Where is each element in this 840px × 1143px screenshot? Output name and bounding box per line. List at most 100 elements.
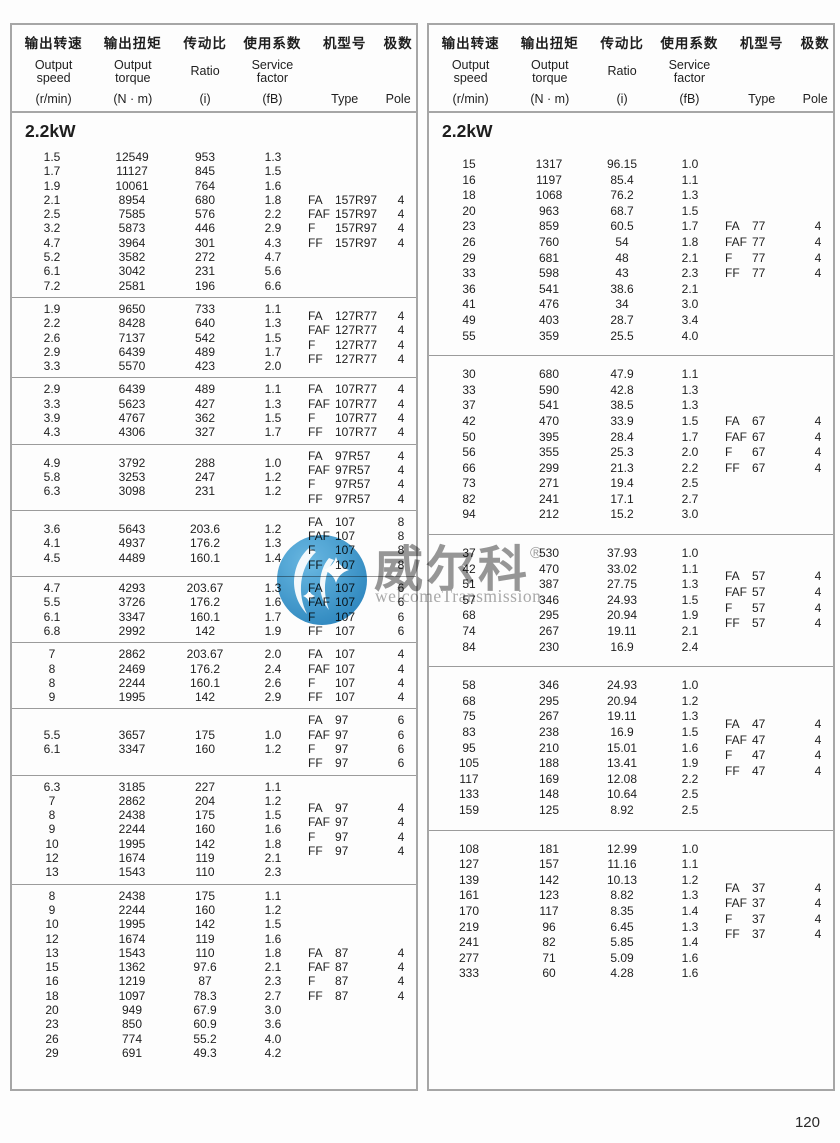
- output-torque-value: 2244: [118, 822, 146, 837]
- service-factor-value: 1.3: [681, 709, 699, 724]
- ratio-value: 301: [194, 235, 216, 250]
- spec-block: 15 1317 96.15 1.0 16 1197 85.4 1.1 18 1068 76.2 1.3…: [429, 146, 833, 355]
- service-factor-value: 1.8: [264, 945, 282, 960]
- type-row: FAF 67 4: [725, 430, 833, 446]
- service-factor-value: 2.4: [264, 661, 282, 676]
- ratio-value: 110: [195, 865, 215, 880]
- spec-block: 4.9 3792 288 1.0 5.8 3253 247 1.2 6.3 3098 231 1.2 F…: [12, 443, 416, 510]
- type-model: 107: [335, 595, 356, 610]
- type-column: FA 57 4 FAF 57 4 F 57 4 FF 57 4: [725, 569, 833, 631]
- table-body: 15 1317 96.15 1.0 16 1197 85.4 1.1 18 1068 76.2 1.3…: [429, 146, 833, 993]
- ratio-value: 15.2: [610, 507, 634, 522]
- output-torque-value: 71: [542, 950, 556, 965]
- output-torque-value: 2992: [118, 623, 146, 638]
- output-torque-value: 2244: [118, 902, 146, 917]
- pole-value: 4: [814, 460, 822, 475]
- header-label-zh: 极数: [383, 36, 413, 51]
- service-factor-value: 2.1: [681, 250, 699, 265]
- table-row: 66 299 21.3 2.2: [429, 461, 725, 477]
- table-row: 58 346 24.93 1.0: [429, 678, 725, 694]
- output-torque-value: 963: [538, 203, 560, 218]
- type-prefix: FF: [725, 460, 740, 475]
- service-factor-value: 1.9: [681, 608, 699, 623]
- output-torque-value: 3657: [118, 727, 146, 742]
- type-prefix: F: [308, 411, 316, 426]
- output-speed-value: 2.2: [43, 316, 61, 331]
- output-speed-value: 2.6: [43, 330, 61, 345]
- table-row: 23 850 60.9 3.6: [12, 1017, 308, 1031]
- service-factor-value: 1.3: [681, 188, 699, 203]
- table-row: 29 681 48 2.1: [429, 251, 725, 267]
- output-torque-value: 949: [121, 1003, 143, 1018]
- type-model: 107: [335, 661, 356, 676]
- ratio-value: 764: [194, 178, 216, 193]
- ratio-value: 427: [194, 396, 216, 411]
- table-row: 36 541 38.6 2.1: [429, 282, 725, 298]
- type-row: FA 157R97 4: [308, 193, 416, 207]
- type-model: 157R97: [335, 207, 378, 222]
- table-row: 5.5 3726 176.2 1.6: [12, 595, 308, 609]
- type-row: F 157R97 4: [308, 221, 416, 235]
- ratio-value: 60.9: [193, 1017, 217, 1032]
- service-factor-value: 1.3: [264, 536, 282, 551]
- ratio-value: 68.7: [610, 203, 634, 218]
- ratio-value: 42.8: [610, 382, 634, 397]
- table-row: 3.2 5873 446 2.9: [12, 221, 308, 235]
- output-torque-value: 590: [538, 382, 560, 397]
- output-torque-value: 355: [538, 445, 560, 460]
- type-row: FAF 47 4: [725, 733, 833, 749]
- service-factor-value: 1.5: [264, 330, 282, 345]
- type-model: 97R57: [335, 462, 371, 477]
- output-speed-value: 74: [462, 624, 476, 639]
- service-factor-value: 1.7: [264, 609, 282, 624]
- table-row: 42 470 33.9 1.5: [429, 414, 725, 430]
- output-speed-value: 6.3: [43, 779, 61, 794]
- type-prefix: F: [725, 600, 733, 615]
- output-speed-value: 29: [45, 1045, 59, 1060]
- service-factor-value: 1.5: [264, 164, 282, 179]
- header-unit: (i): [199, 92, 211, 106]
- spec-block: 4.7 4293 203.67 1.3 5.5 3726 176.2 1.6 6.1 3347 16…: [12, 576, 416, 642]
- spec-block: 2.9 6439 489 1.1 3.3 5623 427 1.3 3.9 4767 362 1.5 4…: [12, 377, 416, 443]
- type-row: F 97R57 4: [308, 477, 416, 491]
- table-row: 33 598 43 2.3: [429, 266, 725, 282]
- output-torque-value: 1995: [118, 836, 146, 851]
- service-factor-value: 1.0: [264, 455, 282, 470]
- service-factor-value: 1.2: [264, 484, 282, 499]
- ratio-value: 49.3: [193, 1045, 217, 1060]
- ratio-value: 5.85: [610, 935, 634, 950]
- output-torque-value: 598: [538, 266, 560, 281]
- pole-value: 4: [397, 235, 405, 250]
- ratio-value: 327: [194, 425, 216, 440]
- type-model: 107: [335, 581, 356, 596]
- ratio-value: 33.02: [606, 561, 638, 576]
- output-torque-value: 238: [538, 725, 560, 739]
- type-row: F 67 4: [725, 445, 833, 461]
- type-row: FF 107 6: [308, 624, 416, 638]
- service-factor-value: 1.2: [681, 872, 699, 887]
- output-speed-value: 3.3: [43, 396, 61, 411]
- type-prefix: FAF: [308, 323, 331, 338]
- type-prefix: F: [308, 543, 316, 558]
- type-prefix: F: [308, 974, 316, 989]
- output-speed-value: 127: [458, 857, 480, 872]
- output-speed-value: 133: [458, 787, 480, 802]
- ratio-value: 48: [615, 250, 629, 265]
- type-model: 47: [752, 732, 766, 747]
- type-prefix: FAF: [725, 896, 748, 911]
- output-torque-value: 1674: [118, 851, 146, 866]
- output-torque-value: 403: [538, 312, 560, 327]
- type-prefix: FA: [308, 382, 323, 397]
- service-factor-value: 3.0: [681, 297, 699, 312]
- output-speed-value: 37: [462, 398, 476, 413]
- pole-value: 6: [397, 623, 405, 638]
- ratio-value: 13.41: [606, 756, 638, 771]
- spec-table-left: 输出转速 Output speed (r/min) 输出扭矩 Output torq…: [10, 23, 418, 1091]
- pole-value: 4: [397, 309, 405, 324]
- ratio-value: 16.9: [610, 725, 634, 739]
- pole-value: 4: [397, 337, 405, 352]
- header-label-en: Service factor: [251, 57, 294, 85]
- header-label-zh: 机型号: [739, 36, 784, 51]
- type-prefix: F: [308, 477, 316, 492]
- section-title-power: 2.2kW: [25, 121, 76, 141]
